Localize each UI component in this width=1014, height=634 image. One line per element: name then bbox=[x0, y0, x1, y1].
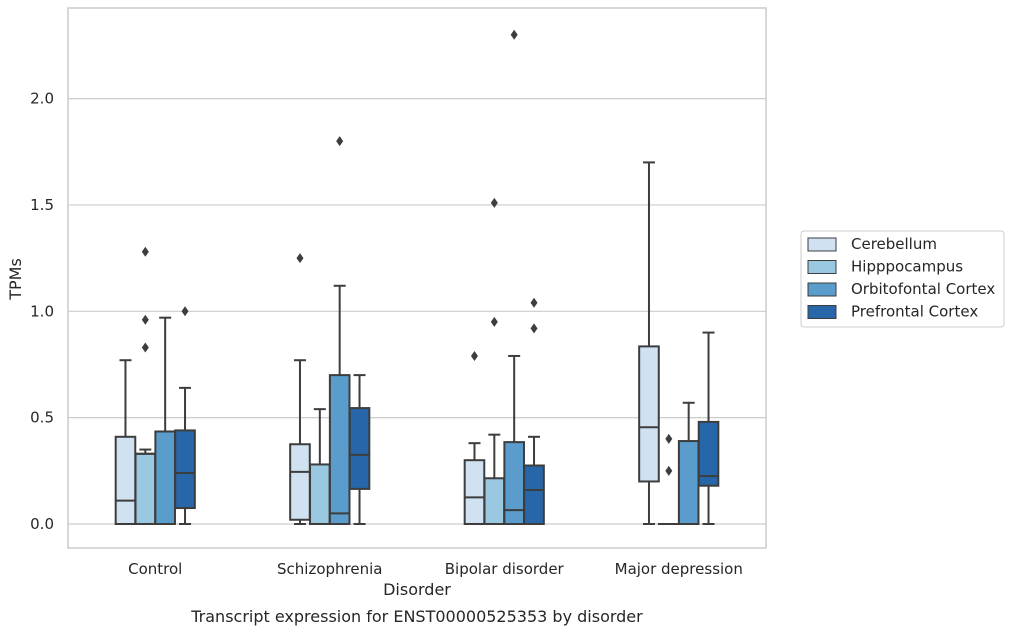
legend-swatch bbox=[807, 237, 837, 252]
legend-label: Orbitofontal Cortex bbox=[851, 280, 995, 298]
outlier-point bbox=[336, 136, 344, 147]
y-tick-label: 1.5 bbox=[30, 196, 54, 214]
outlier-point bbox=[490, 197, 498, 208]
box-body bbox=[174, 429, 196, 510]
legend-items: Cerebellum Hipppocampus Orbitofontal Corte… bbox=[807, 235, 995, 321]
y-tick-label: 2.0 bbox=[30, 90, 54, 108]
legend-swatch bbox=[807, 260, 837, 274]
box-hipppocampus bbox=[483, 197, 506, 525]
box-body bbox=[483, 477, 506, 525]
x-tick-label: Control bbox=[128, 560, 182, 578]
legend-swatch bbox=[807, 282, 837, 297]
outlier-point bbox=[141, 246, 149, 257]
x-tick-label: Bipolar disorder bbox=[445, 560, 565, 578]
y-axis-label: TPMs bbox=[6, 258, 25, 301]
outlier-point bbox=[296, 253, 304, 264]
box-cerebellum bbox=[463, 350, 486, 526]
box-body bbox=[154, 430, 176, 525]
box-body bbox=[677, 440, 700, 525]
box-body bbox=[523, 464, 545, 526]
outlier-point bbox=[470, 350, 478, 361]
box-prefrontal-cortex bbox=[348, 374, 371, 525]
box-body bbox=[638, 345, 660, 483]
box-hipppocampus bbox=[309, 408, 331, 525]
box-prefrontal-cortex bbox=[523, 297, 545, 526]
box-orbitofontal-cortex bbox=[154, 316, 176, 525]
box-hipppocampus bbox=[658, 433, 680, 526]
box-body bbox=[114, 435, 137, 525]
legend-label: Prefrontal Cortex bbox=[851, 303, 978, 321]
outlier-point bbox=[665, 433, 673, 444]
outlier-point bbox=[530, 297, 538, 308]
x-tick-label: Schizophrenia bbox=[277, 560, 382, 578]
outlier-point bbox=[530, 323, 538, 334]
y-axis-ticks: 0.0 0.5 1.0 1.5 2.0 bbox=[30, 90, 54, 533]
box-plot-marks bbox=[114, 29, 720, 526]
box-cerebellum bbox=[114, 359, 137, 525]
box-body bbox=[134, 452, 157, 525]
y-tick-label: 1.0 bbox=[30, 302, 54, 320]
box-body bbox=[289, 443, 311, 521]
outlier-point bbox=[665, 465, 673, 476]
box-prefrontal-cortex bbox=[174, 306, 196, 525]
box-body bbox=[463, 459, 486, 526]
legend-label: Cerebellum bbox=[851, 235, 937, 253]
box-body bbox=[697, 420, 720, 487]
outlier-point bbox=[181, 306, 189, 317]
x-axis-ticks: Control Schizophrenia Bipolar disorder Majo… bbox=[128, 560, 743, 578]
legend: Cerebellum Hipppocampus Orbitofontal Corte… bbox=[800, 230, 1005, 328]
box-orbitofontal-cortex bbox=[503, 29, 525, 526]
box-hipppocampus bbox=[134, 246, 157, 525]
box-cerebellum bbox=[289, 253, 311, 525]
box-orbitofontal-cortex bbox=[677, 401, 700, 525]
x-axis-label: Disorder bbox=[383, 580, 451, 599]
box-prefrontal-cortex bbox=[697, 331, 720, 525]
chart-caption: Transcript expression for ENST0000052535… bbox=[190, 607, 643, 626]
box-body bbox=[309, 463, 331, 525]
y-tick-label: 0.0 bbox=[30, 515, 54, 533]
outlier-point bbox=[490, 316, 498, 327]
x-tick-label: Major depression bbox=[615, 560, 743, 578]
outlier-point bbox=[141, 314, 149, 325]
legend-label: Hipppocampus bbox=[851, 258, 963, 276]
box-body bbox=[328, 374, 351, 525]
box-body bbox=[503, 441, 525, 526]
y-tick-label: 0.5 bbox=[30, 409, 54, 427]
outlier-point bbox=[510, 29, 518, 40]
legend-swatch bbox=[807, 305, 837, 319]
box-body bbox=[348, 407, 371, 490]
legend-frame bbox=[800, 230, 1005, 328]
outlier-point bbox=[141, 342, 149, 353]
box-orbitofontal-cortex bbox=[328, 136, 351, 525]
plot-area-frame bbox=[67, 7, 767, 549]
box-cerebellum bbox=[638, 161, 660, 525]
